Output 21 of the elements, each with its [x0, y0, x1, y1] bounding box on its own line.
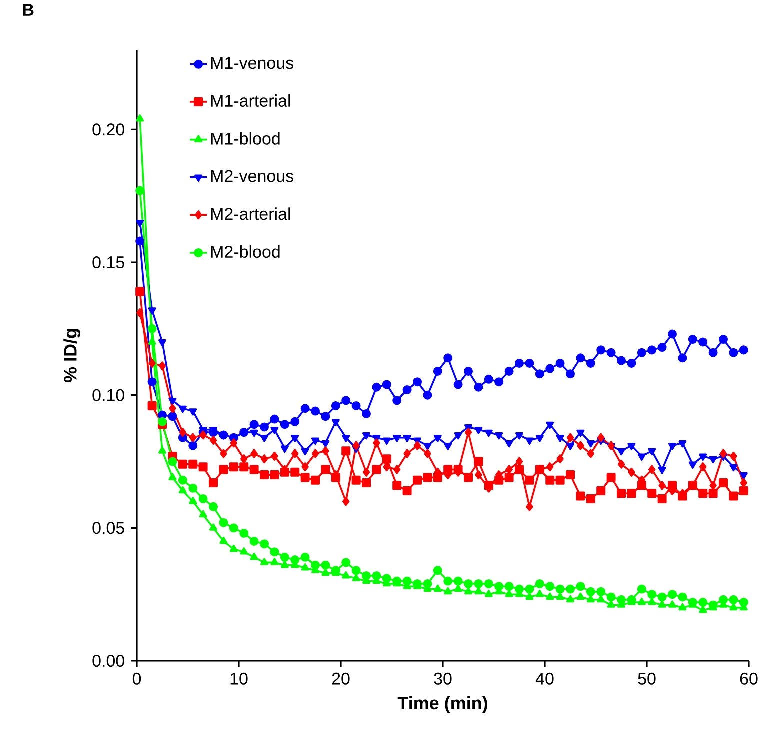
x-tick-label: 0 [132, 672, 142, 685]
x-tick-label: 20 [332, 672, 350, 685]
y-tick-label: 0.15 [92, 256, 124, 269]
legend-label: M1-venous [211, 57, 294, 70]
legend-label: M2-venous [211, 170, 294, 182]
x-tick-label: 50 [638, 672, 656, 685]
legend-label: M2-blood [211, 246, 280, 258]
y-axis-title: % ID/g [64, 329, 81, 383]
legend-label: M2-arterial [211, 208, 290, 220]
text: B [23, 4, 34, 16]
y-tick-label: 0.20 [92, 124, 124, 136]
x-tick-label: 30 [434, 672, 452, 685]
x-tick-label: 40 [536, 672, 554, 685]
x-axis-title: Time (min) [398, 696, 488, 714]
x-tick-label: 60 [740, 672, 758, 685]
legend-label: M1-arterial [211, 94, 290, 107]
y-tick-label: 0.05 [92, 522, 124, 534]
legend-label: M1-blood [211, 132, 280, 145]
y-tick-label: 0.10 [92, 389, 124, 402]
y-tick-label: 0.00 [92, 654, 124, 668]
x-tick-label: 10 [230, 672, 248, 685]
